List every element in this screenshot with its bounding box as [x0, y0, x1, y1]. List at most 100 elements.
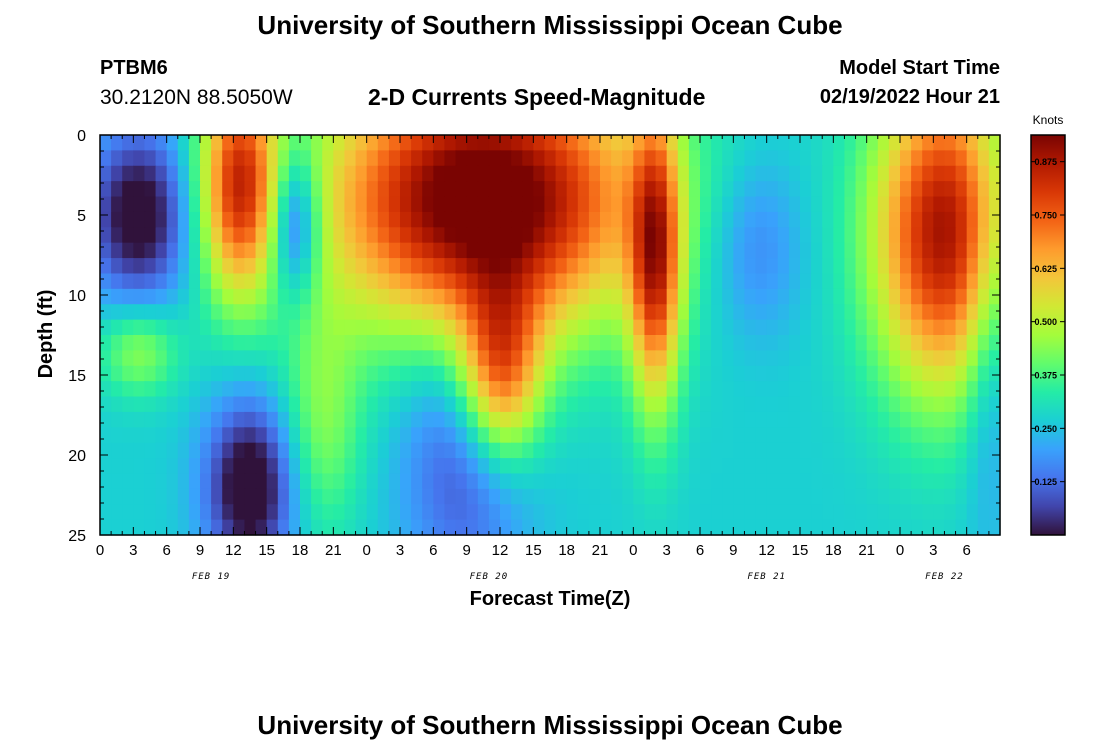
- heatmap-cell: [822, 273, 834, 290]
- heatmap-cell: [622, 519, 634, 536]
- heatmap-cell: [955, 273, 968, 290]
- heatmap-cell: [588, 135, 601, 151]
- heatmap-cell: [766, 319, 779, 336]
- heatmap-cell: [366, 211, 379, 228]
- heatmap-cell: [944, 211, 957, 228]
- heatmap-cell: [833, 458, 846, 475]
- heatmap-cell: [177, 227, 190, 244]
- heatmap-cell: [788, 458, 801, 475]
- heatmap-cell: [833, 365, 846, 382]
- heatmap-cell: [300, 135, 312, 151]
- heatmap-cell: [333, 396, 346, 413]
- heatmap-cell: [366, 458, 379, 475]
- heatmap-cell: [755, 196, 768, 213]
- heatmap-cell: [166, 519, 179, 536]
- heatmap-cell: [588, 196, 601, 213]
- heatmap-cell: [944, 411, 957, 428]
- heatmap-cell: [400, 381, 412, 398]
- heatmap-cell: [766, 488, 779, 505]
- heatmap-cell: [544, 504, 557, 521]
- heatmap-cell: [244, 473, 257, 490]
- heatmap-cell: [777, 211, 790, 228]
- heatmap-cell: [633, 442, 646, 459]
- heatmap-cell: [544, 165, 557, 182]
- heatmap-cell: [966, 319, 979, 336]
- heatmap-cell: [566, 242, 579, 259]
- heatmap-cell: [833, 319, 846, 336]
- y-tick-label: 15: [68, 368, 86, 385]
- heatmap-cell: [688, 181, 701, 198]
- heatmap-cell: [288, 411, 301, 428]
- heatmap-cell: [255, 181, 268, 198]
- heatmap-cell: [577, 519, 590, 536]
- heatmap-cell: [655, 196, 668, 213]
- heatmap-cell: [955, 258, 968, 275]
- heatmap-cell: [966, 211, 979, 228]
- heatmap-cell: [233, 488, 246, 505]
- heatmap-cell: [877, 196, 890, 213]
- heatmap-cell: [477, 211, 490, 228]
- heatmap-cell: [522, 411, 534, 428]
- heatmap-cell: [811, 304, 823, 321]
- heatmap-cell: [633, 273, 646, 290]
- heatmap-cell: [411, 135, 423, 151]
- heatmap-cell: [566, 427, 579, 444]
- heatmap-cell: [900, 258, 912, 275]
- heatmap-cell: [266, 196, 279, 213]
- heatmap-cell: [877, 242, 890, 259]
- heatmap-cell: [855, 427, 868, 444]
- heatmap-cell: [866, 442, 879, 459]
- heatmap-cell: [766, 211, 779, 228]
- heatmap-cell: [488, 458, 501, 475]
- heatmap-cell: [366, 242, 379, 259]
- heatmap-cell: [677, 396, 690, 413]
- model-start-label: Model Start Time: [839, 57, 1000, 79]
- heatmap-cell: [688, 442, 701, 459]
- heatmap-cell: [466, 396, 479, 413]
- heatmap-cell: [677, 181, 690, 198]
- heatmap-cell: [777, 288, 790, 305]
- heatmap-cell: [633, 288, 646, 305]
- heatmap-cell: [211, 473, 223, 490]
- heatmap-cell: [933, 442, 946, 459]
- heatmap-cell: [255, 473, 268, 490]
- heatmap-cell: [666, 519, 679, 536]
- heatmap-cell: [888, 442, 901, 459]
- heatmap-cell: [966, 473, 979, 490]
- heatmap-cell: [411, 442, 423, 459]
- heatmap-cell: [422, 288, 434, 305]
- heatmap-cell: [111, 181, 123, 198]
- heatmap-cell: [488, 442, 501, 459]
- heatmap-cell: [788, 319, 801, 336]
- heatmap-cell: [277, 304, 290, 321]
- heatmap-cell: [455, 411, 468, 428]
- heatmap-cell: [633, 211, 646, 228]
- heatmap-cell: [133, 411, 146, 428]
- heatmap-cell: [244, 519, 257, 536]
- heatmap-cell: [755, 350, 768, 367]
- heatmap-cell: [844, 273, 857, 290]
- heatmap-cell: [944, 242, 957, 259]
- heatmap-cell: [511, 273, 523, 290]
- heatmap-cell: [722, 288, 734, 305]
- heatmap-cell: [311, 288, 323, 305]
- heatmap-cell: [766, 335, 779, 351]
- heatmap-cell: [200, 319, 212, 336]
- colorbar-tick-label: 0.250: [1034, 424, 1057, 434]
- heatmap-cell: [555, 135, 568, 151]
- heatmap-cell: [355, 427, 368, 444]
- heatmap-cell: [355, 519, 368, 536]
- heatmap-cell: [544, 381, 557, 398]
- heatmap-cell: [755, 381, 768, 398]
- heatmap-cell: [955, 488, 968, 505]
- heatmap-cell: [333, 288, 346, 305]
- heatmap-cell: [611, 242, 623, 259]
- heatmap-cell: [977, 473, 990, 490]
- heatmap-cell: [511, 304, 523, 321]
- heatmap-cell: [322, 488, 334, 505]
- heatmap-cell: [677, 442, 690, 459]
- heatmap-cell: [911, 519, 923, 536]
- heatmap-cell: [733, 519, 746, 536]
- heatmap-cell: [855, 504, 868, 521]
- heatmap-cell: [533, 519, 546, 536]
